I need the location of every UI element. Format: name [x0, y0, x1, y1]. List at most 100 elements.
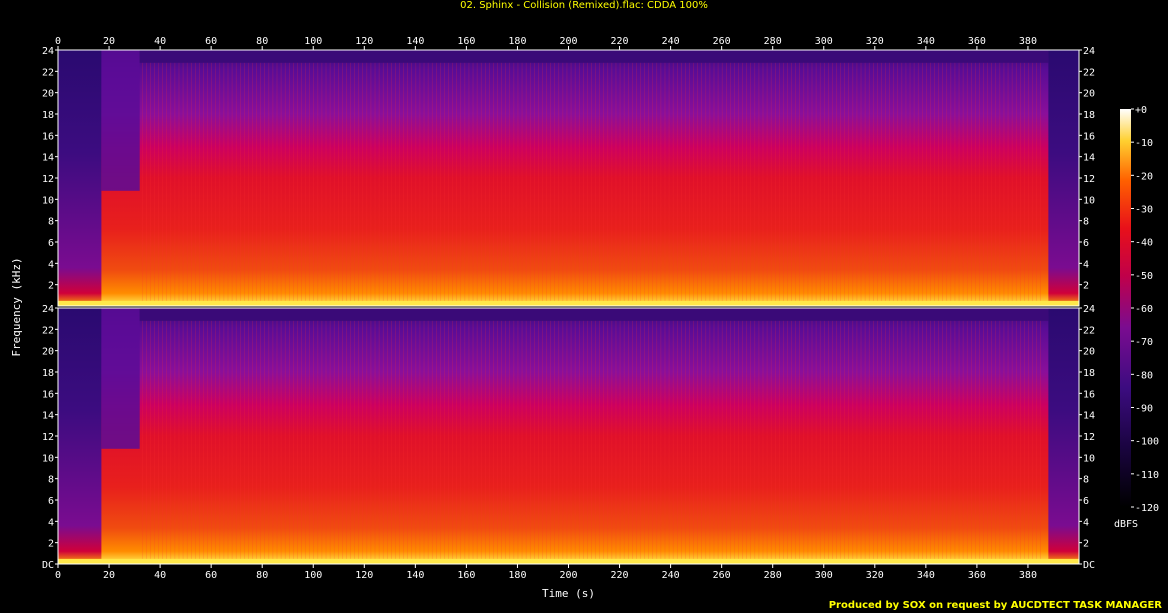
y-tick-label-left: 8: [48, 475, 54, 486]
colorbar-tick-label: -100: [1135, 437, 1159, 448]
x-tick-label-bottom: 260: [713, 570, 731, 581]
channel-panel-2: [58, 308, 1079, 564]
colorbar-tick-label: -60: [1135, 304, 1153, 315]
y-tick-label-left: 14: [42, 411, 54, 422]
y-tick-label-right: 6: [1083, 238, 1089, 249]
x-tick-label-bottom: 40: [154, 570, 166, 581]
x-tick-label-bottom: 280: [764, 570, 782, 581]
colorbar-tick-label: -90: [1135, 404, 1153, 415]
y-tick-label-right: 22: [1083, 325, 1095, 336]
y-tick-label-right: 16: [1083, 389, 1095, 400]
y-tick-label-left: 12: [42, 174, 54, 185]
x-tick-label-bottom: 200: [559, 570, 577, 581]
colorbar-tick-label: -50: [1135, 271, 1153, 282]
x-tick-label-top: 60: [205, 36, 217, 47]
x-tick-label-top: 240: [662, 36, 680, 47]
y-tick-label-left: 2: [48, 281, 54, 292]
y-tick-label-right: DC: [1083, 560, 1095, 571]
y-tick-label-left: 24: [42, 46, 54, 57]
y-tick-label-left: 6: [48, 238, 54, 249]
y-tick-label-left: 20: [42, 89, 54, 100]
y-tick-label-right: 22: [1083, 67, 1095, 78]
y-tick-label-right: 8: [1083, 475, 1089, 486]
x-tick-label-top: 100: [304, 36, 322, 47]
y-tick-label-right: 12: [1083, 432, 1095, 443]
x-tick-label-top: 200: [559, 36, 577, 47]
y-tick-label-left: 16: [42, 389, 54, 400]
x-tick-label-top: 140: [406, 36, 424, 47]
y-tick-label-left: 24: [42, 304, 54, 315]
x-tick-label-top: 300: [815, 36, 833, 47]
x-tick-label-bottom: 360: [968, 570, 986, 581]
x-tick-label-top: 320: [866, 36, 884, 47]
x-tick-label-top: 260: [713, 36, 731, 47]
x-tick-label-top: 360: [968, 36, 986, 47]
colorbar-tick-label: -10: [1135, 138, 1153, 149]
x-tick-label-bottom: 20: [103, 570, 115, 581]
y-tick-label-left: 16: [42, 131, 54, 142]
y-tick-label-left: 18: [42, 368, 54, 379]
y-tick-label-right: 18: [1083, 368, 1095, 379]
y-tick-label-right: 6: [1083, 496, 1089, 507]
x-tick-label-top: 0: [55, 36, 61, 47]
x-tick-label-bottom: 140: [406, 570, 424, 581]
y-tick-label-left: DC: [42, 560, 54, 571]
x-axis-label: Time (s): [542, 587, 595, 600]
colorbar-tick-label: -20: [1135, 171, 1153, 182]
x-tick-label-bottom: 60: [205, 570, 217, 581]
x-tick-label-top: 220: [611, 36, 629, 47]
y-tick-label-right: 24: [1083, 304, 1095, 315]
footer-credit: Produced by SOX on request by AUCDTECT T…: [828, 600, 1162, 611]
y-tick-label-right: 12: [1083, 174, 1095, 185]
y-tick-label-left: 20: [42, 347, 54, 358]
x-tick-label-bottom: 100: [304, 570, 322, 581]
y-tick-label-right: 4: [1083, 517, 1089, 528]
x-tick-label-bottom: 320: [866, 570, 884, 581]
x-tick-label-bottom: 120: [355, 570, 373, 581]
x-tick-label-top: 180: [508, 36, 526, 47]
colorbar-tick-label: -80: [1135, 370, 1153, 381]
y-tick-label-right: 2: [1083, 539, 1089, 550]
y-tick-label-left: 12: [42, 432, 54, 443]
x-tick-label-top: 160: [457, 36, 475, 47]
y-tick-label-left: 6: [48, 496, 54, 507]
y-tick-label-right: 10: [1083, 453, 1095, 464]
y-tick-label-left: 4: [48, 259, 54, 270]
y-tick-label-left: 10: [42, 195, 54, 206]
colorbar-tick-label: -40: [1135, 238, 1153, 249]
x-tick-label-bottom: 80: [256, 570, 268, 581]
y-tick-label-left: 14: [42, 153, 54, 164]
y-axis-label: Frequency (kHz): [10, 257, 23, 356]
x-tick-label-top: 40: [154, 36, 166, 47]
y-tick-label-right: 4: [1083, 259, 1089, 270]
colorbar-tick-label: -30: [1135, 205, 1153, 216]
colorbar-label: dBFS: [1114, 519, 1138, 530]
y-tick-label-left: 18: [42, 110, 54, 121]
channel-panel-1: [58, 50, 1079, 306]
x-tick-label-bottom: 240: [662, 570, 680, 581]
colorbar-tick-label: -110: [1135, 470, 1159, 481]
panel-frame: [57, 307, 1080, 565]
colorbar-tick-label: -70: [1135, 337, 1153, 348]
x-tick-label-top: 20: [103, 36, 115, 47]
x-tick-label-bottom: 220: [611, 570, 629, 581]
colorbar-tick-label: +0: [1135, 105, 1147, 116]
y-tick-label-left: 8: [48, 217, 54, 228]
x-tick-label-bottom: 380: [1019, 570, 1037, 581]
x-tick-label-bottom: 180: [508, 570, 526, 581]
y-tick-label-right: 10: [1083, 195, 1095, 206]
y-tick-label-left: 22: [42, 325, 54, 336]
x-tick-label-top: 340: [917, 36, 935, 47]
y-tick-label-right: 16: [1083, 131, 1095, 142]
x-tick-label-top: 120: [355, 36, 373, 47]
x-tick-label-top: 380: [1019, 36, 1037, 47]
y-tick-label-right: 20: [1083, 347, 1095, 358]
colorbar-tick-label: -120: [1135, 503, 1159, 514]
panel-frame: [57, 49, 1080, 307]
y-tick-label-right: 14: [1083, 411, 1095, 422]
x-tick-label-bottom: 300: [815, 570, 833, 581]
y-tick-label-right: 20: [1083, 89, 1095, 100]
y-tick-label-left: 10: [42, 453, 54, 464]
y-tick-label-left: 22: [42, 67, 54, 78]
